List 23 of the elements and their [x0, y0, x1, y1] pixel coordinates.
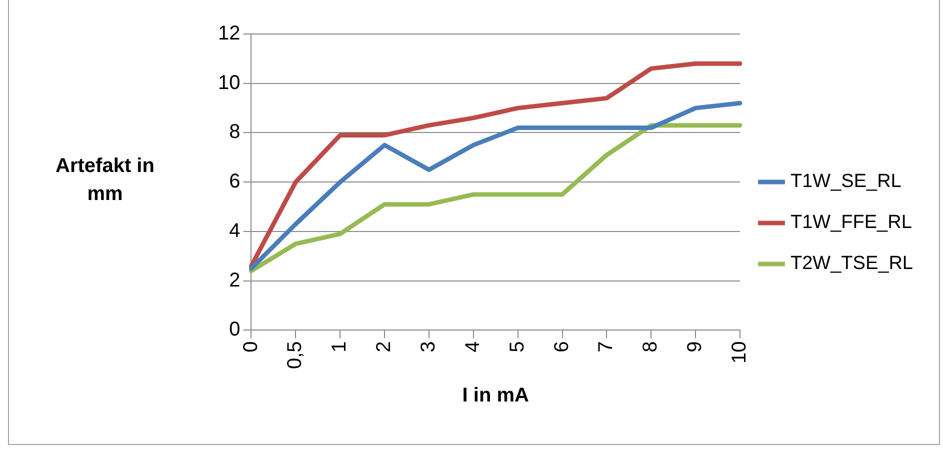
legend-label: T1W_SE_RL: [790, 171, 902, 192]
legend-label: T1W_FFE_RL: [790, 212, 912, 234]
x-tick-label: 6: [550, 341, 573, 352]
x-tick-label: 0: [240, 341, 262, 352]
y-tick-label: 8: [229, 121, 240, 144]
x-tick-label: 4: [462, 341, 484, 352]
y-tick-label: 6: [229, 170, 240, 193]
x-tick-label: 0,5: [284, 341, 306, 370]
y-tick-label: 12: [218, 22, 240, 45]
x-tick-label: 1: [328, 341, 351, 352]
x-tick-label: 2: [373, 341, 396, 352]
x-tick-label: 10: [728, 341, 751, 364]
x-axis-title: I in mA: [462, 384, 529, 407]
x-tick-label: 7: [595, 341, 618, 352]
x-tick-label: 3: [417, 341, 440, 352]
x-tick-label: 5: [506, 341, 528, 352]
y-tick-label: 4: [229, 220, 240, 242]
y-axis-title: Artefakt in mm: [54, 154, 156, 207]
legend-label: T2W_TSE_RL: [790, 253, 913, 274]
y-tick-label: 10: [218, 72, 240, 94]
x-tick-label: 8: [640, 341, 662, 352]
x-tick-label: 9: [684, 341, 706, 352]
y-tick-label: 2: [229, 269, 240, 292]
